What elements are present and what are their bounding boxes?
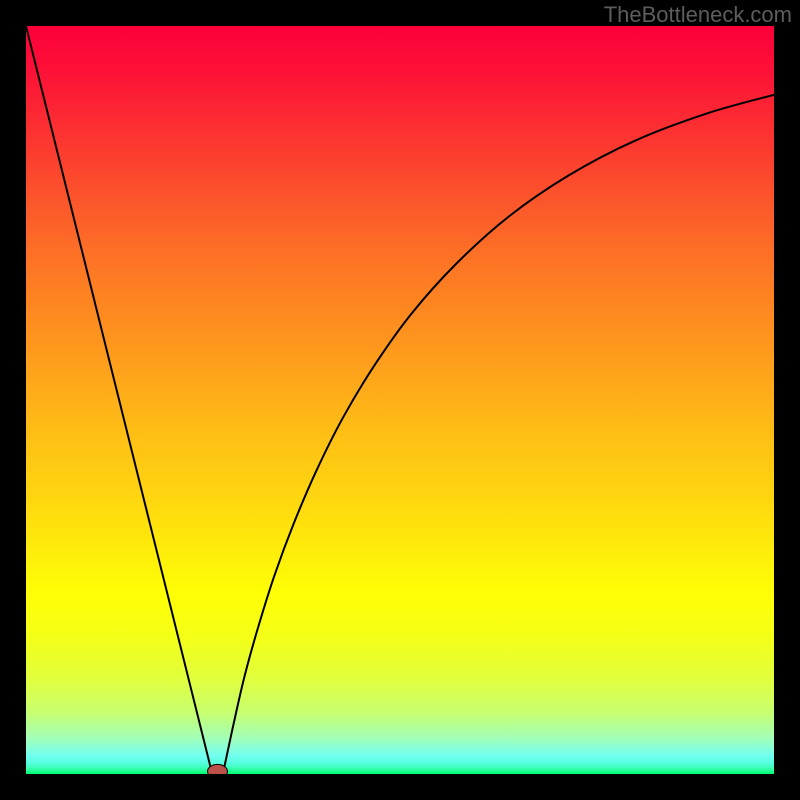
curve-left-segment xyxy=(26,26,212,771)
chart-plot-area xyxy=(26,26,774,774)
curve-right-segment xyxy=(223,95,774,771)
bottleneck-curve xyxy=(26,26,774,774)
watermark-text: TheBottleneck.com xyxy=(604,2,792,28)
minimum-marker xyxy=(207,764,227,774)
